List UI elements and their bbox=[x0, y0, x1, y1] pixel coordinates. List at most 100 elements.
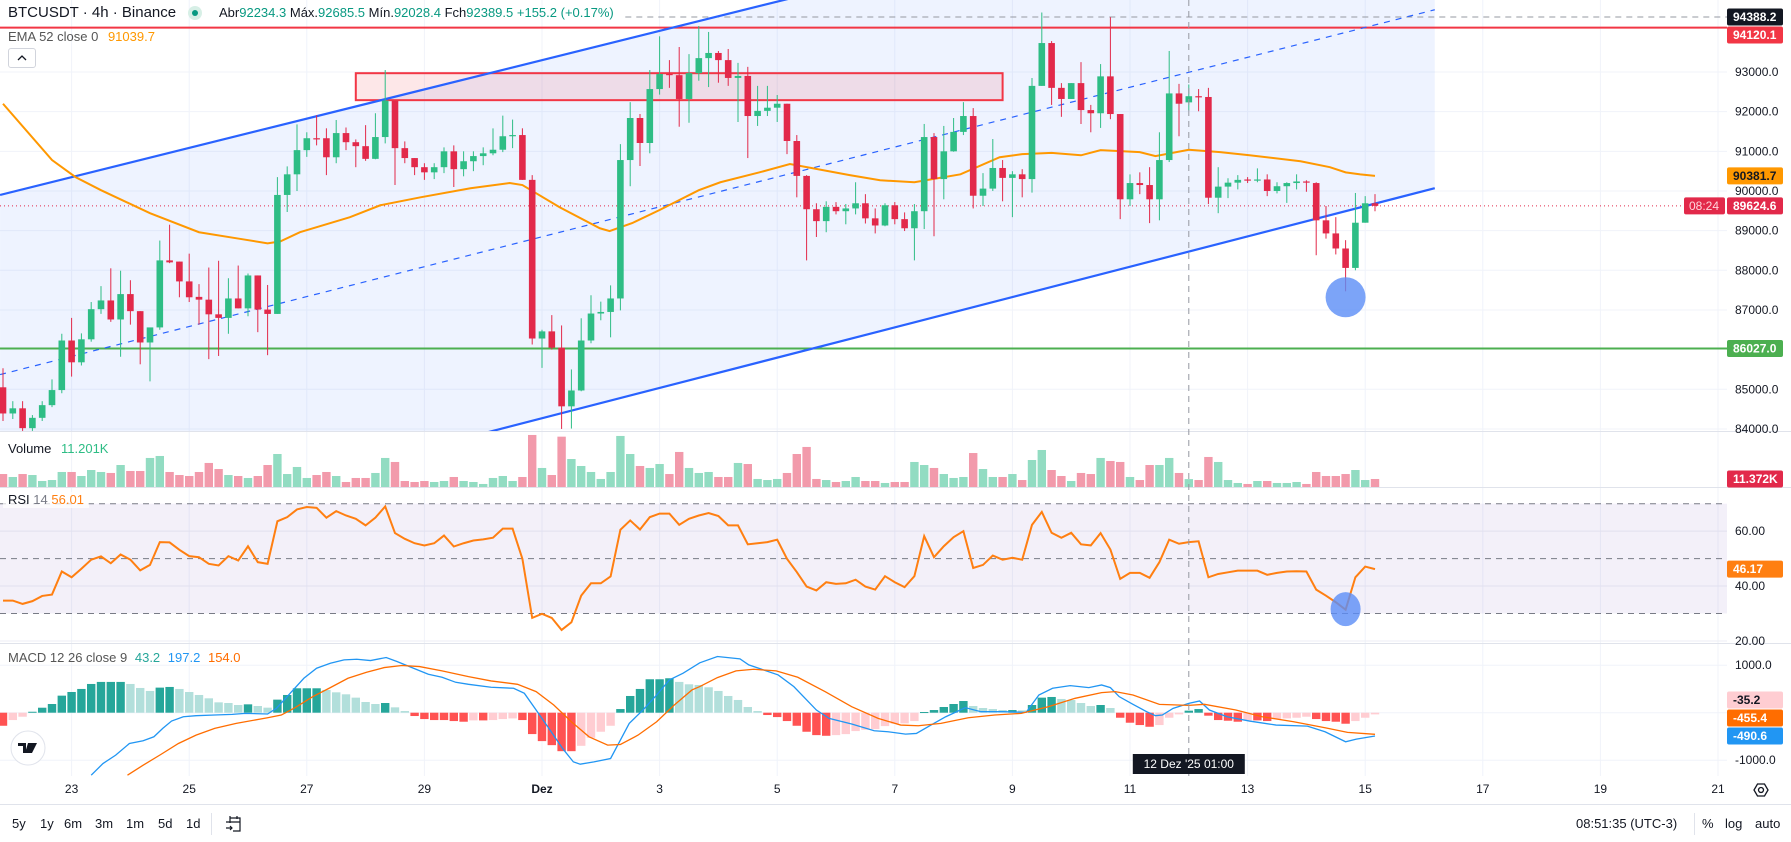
candle[interactable] bbox=[754, 85, 761, 126]
candle[interactable] bbox=[1303, 180, 1310, 192]
candle[interactable] bbox=[29, 415, 36, 431]
candle[interactable] bbox=[979, 173, 987, 207]
candle[interactable] bbox=[489, 128, 497, 156]
candle[interactable] bbox=[548, 315, 556, 350]
candle[interactable] bbox=[430, 163, 438, 180]
candle[interactable] bbox=[146, 327, 154, 382]
candle[interactable] bbox=[0, 368, 7, 422]
candle[interactable] bbox=[38, 401, 46, 422]
candle[interactable] bbox=[636, 114, 644, 166]
symbol-title[interactable]: BTCUSDT · 4h · Binance bbox=[8, 4, 177, 21]
candle[interactable] bbox=[1087, 104, 1095, 133]
candle[interactable] bbox=[205, 267, 213, 360]
candle[interactable] bbox=[156, 240, 164, 330]
candle[interactable] bbox=[1263, 174, 1271, 197]
candle[interactable] bbox=[303, 132, 311, 157]
candle[interactable] bbox=[1038, 12, 1046, 86]
candle[interactable] bbox=[225, 278, 232, 334]
candle[interactable] bbox=[460, 151, 467, 177]
candle[interactable] bbox=[48, 379, 56, 408]
candle[interactable] bbox=[215, 260, 222, 356]
candle[interactable] bbox=[9, 401, 17, 420]
candle[interactable] bbox=[1371, 194, 1379, 212]
candle[interactable] bbox=[1058, 83, 1065, 117]
candle[interactable] bbox=[715, 50, 722, 83]
candle[interactable] bbox=[852, 182, 859, 215]
candle[interactable] bbox=[940, 125, 948, 200]
candle[interactable] bbox=[617, 144, 624, 311]
candle[interactable] bbox=[832, 202, 840, 215]
candle[interactable] bbox=[1205, 87, 1212, 205]
candle[interactable] bbox=[705, 31, 712, 88]
candle[interactable] bbox=[1293, 174, 1300, 190]
log-toggle[interactable]: log bbox=[1725, 816, 1743, 831]
ema-legend[interactable]: EMA 52 close 0 91039.7 bbox=[8, 29, 155, 45]
candle[interactable] bbox=[166, 224, 173, 264]
candle[interactable] bbox=[1018, 169, 1026, 198]
candle[interactable] bbox=[793, 135, 801, 198]
candle[interactable] bbox=[803, 175, 810, 261]
candle[interactable] bbox=[381, 70, 389, 144]
candle[interactable] bbox=[391, 100, 399, 186]
candle[interactable] bbox=[323, 128, 330, 176]
candle[interactable] bbox=[656, 36, 663, 95]
candle[interactable] bbox=[1283, 182, 1291, 203]
candle[interactable] bbox=[646, 70, 654, 154]
candle[interactable] bbox=[891, 202, 899, 225]
candle[interactable] bbox=[842, 204, 850, 225]
candle[interactable] bbox=[1224, 178, 1232, 199]
candle[interactable] bbox=[558, 325, 565, 429]
candle[interactable] bbox=[332, 119, 340, 164]
candle[interactable] bbox=[254, 275, 262, 333]
candle[interactable] bbox=[1009, 171, 1016, 218]
candle[interactable] bbox=[68, 317, 75, 377]
candle[interactable] bbox=[538, 329, 546, 368]
candle[interactable] bbox=[117, 270, 124, 357]
range-1y[interactable]: 1y bbox=[40, 816, 54, 831]
candle[interactable] bbox=[577, 318, 585, 392]
range-5y[interactable]: 5y bbox=[12, 816, 26, 831]
candle[interactable] bbox=[421, 163, 428, 180]
candle[interactable] bbox=[234, 265, 242, 309]
highlight-circle[interactable] bbox=[1325, 277, 1366, 318]
candle[interactable] bbox=[1312, 182, 1320, 256]
upper-channel-line[interactable] bbox=[0, 0, 885, 197]
candle[interactable] bbox=[822, 201, 830, 233]
candle[interactable] bbox=[1254, 168, 1261, 183]
rsi-pane[interactable] bbox=[0, 503, 1727, 632]
candle[interactable] bbox=[881, 203, 889, 227]
candle[interactable] bbox=[1195, 89, 1202, 112]
candle[interactable] bbox=[1244, 177, 1251, 184]
candle[interactable] bbox=[871, 208, 879, 234]
range-6m[interactable]: 6m bbox=[64, 816, 83, 831]
candle[interactable] bbox=[283, 166, 291, 212]
candle[interactable] bbox=[362, 125, 369, 161]
candle[interactable] bbox=[1156, 132, 1163, 221]
candle[interactable] bbox=[87, 302, 95, 342]
range-1d[interactable]: 1d bbox=[186, 816, 201, 831]
candle[interactable] bbox=[1214, 167, 1222, 214]
candle[interactable] bbox=[1077, 62, 1085, 124]
candle[interactable] bbox=[773, 95, 781, 122]
candle[interactable] bbox=[999, 160, 1006, 202]
candle[interactable] bbox=[930, 133, 938, 237]
candle[interactable] bbox=[1361, 196, 1369, 223]
percent-toggle[interactable]: % bbox=[1702, 816, 1714, 831]
candle[interactable] bbox=[519, 128, 526, 180]
candle[interactable] bbox=[675, 47, 683, 127]
candle[interactable] bbox=[862, 194, 869, 224]
auto-toggle[interactable]: auto bbox=[1755, 816, 1781, 831]
candle[interactable] bbox=[19, 401, 26, 431]
candle[interactable] bbox=[597, 301, 605, 321]
candle[interactable] bbox=[342, 127, 350, 151]
candle[interactable] bbox=[1273, 182, 1281, 194]
volume-pane[interactable] bbox=[0, 434, 1380, 487]
candle[interactable] bbox=[293, 124, 301, 191]
candle[interactable] bbox=[607, 285, 614, 338]
volume-legend[interactable]: Volume 11.201K bbox=[8, 441, 108, 457]
candle[interactable] bbox=[244, 273, 252, 317]
candle[interactable] bbox=[1107, 17, 1114, 120]
candle[interactable] bbox=[1097, 64, 1104, 128]
candle[interactable] bbox=[1322, 206, 1330, 239]
candle[interactable] bbox=[1234, 175, 1242, 190]
